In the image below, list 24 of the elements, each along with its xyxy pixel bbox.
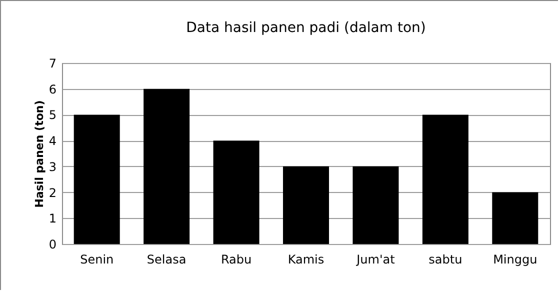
y-tick-label: 0 <box>48 238 56 252</box>
bar <box>422 114 468 244</box>
y-tick-label: 6 <box>48 82 56 96</box>
x-tick-label: Rabu <box>220 252 252 266</box>
y-axis-title: Hasil panen (ton) <box>32 100 46 208</box>
y-tick-label: 5 <box>48 108 56 122</box>
bar <box>74 114 120 244</box>
x-tick-label: Kamis <box>288 252 324 266</box>
y-tick-label: 3 <box>48 160 56 174</box>
bar <box>213 140 260 244</box>
x-tick-label: Jum'at <box>356 252 396 266</box>
x-tick-label: Minggu <box>493 252 538 266</box>
x-tick-label: Senin <box>80 252 114 266</box>
bar <box>283 166 329 244</box>
bar <box>352 166 399 244</box>
bar <box>144 88 190 244</box>
y-tick-label: 1 <box>48 212 56 226</box>
y-tick-label: 2 <box>48 186 56 200</box>
x-tick-label: sabtu <box>428 252 462 266</box>
bar <box>492 192 538 244</box>
chart-title: Data hasil panen padi (dalam ton) <box>186 20 426 36</box>
x-tick-label: Selasa <box>146 252 186 266</box>
y-tick-label: 4 <box>48 134 56 148</box>
y-tick-label: 7 <box>48 56 56 70</box>
